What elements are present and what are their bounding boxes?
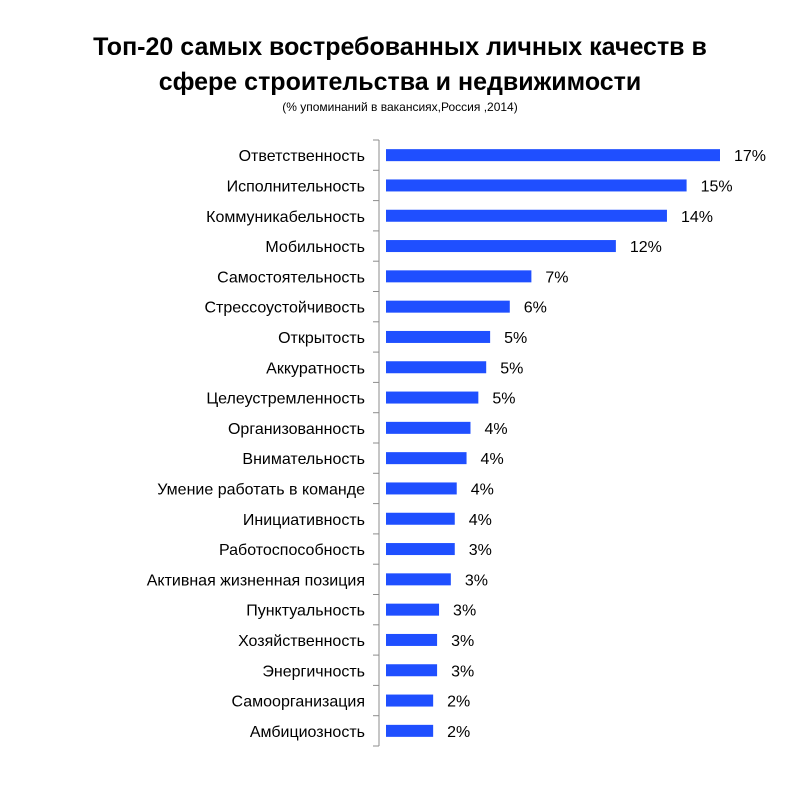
bar (386, 270, 532, 283)
bar (386, 330, 491, 343)
value-label: 5% (504, 330, 527, 347)
bar (386, 361, 487, 374)
bar (386, 573, 451, 586)
category-label: Ответственность (239, 148, 365, 165)
value-label: 7% (545, 269, 568, 286)
category-label: Мобильность (265, 239, 365, 256)
category-label: Умение работать в команде (157, 481, 365, 498)
bar (386, 179, 687, 192)
category-label: Внимательность (242, 451, 365, 468)
category-label: Коммуникабельность (206, 209, 365, 226)
bar (386, 664, 438, 677)
chart-title-line-2: сфере строительства и недвижимости (158, 68, 642, 96)
category-label: Хозяйственность (238, 633, 365, 650)
bar (386, 512, 455, 525)
category-label: Целеустремленность (206, 391, 365, 408)
bar (386, 452, 467, 465)
category-label: Энергичность (262, 663, 365, 680)
bar (386, 543, 455, 556)
chart-subtitle: (% упоминаний в вакансиях,Россия ,2014) (282, 100, 518, 114)
labels-layer: Ответственность 17% Исполнительность 15% Ком… (147, 148, 766, 741)
value-label: 4% (481, 451, 504, 468)
bar (386, 633, 438, 646)
value-label: 4% (471, 481, 494, 498)
value-label: 3% (451, 663, 474, 680)
category-label: Пунктуальность (246, 603, 365, 620)
category-label: Самоорганизация (232, 694, 365, 711)
value-label: 14% (681, 209, 713, 226)
value-label: 5% (492, 391, 515, 408)
bar (386, 603, 440, 616)
bar (386, 149, 720, 162)
value-label: 3% (469, 542, 492, 559)
value-label: 15% (701, 178, 733, 195)
axis-layer (373, 139, 380, 747)
bar (386, 240, 616, 253)
category-label: Активная жизненная позиция (147, 572, 365, 589)
chart-title-line-1: Топ-20 самых востребованных личных качес… (93, 33, 707, 61)
category-label: Самостоятельность (217, 269, 365, 286)
bar (386, 482, 457, 495)
value-label: 3% (465, 572, 488, 589)
bars-layer (386, 149, 720, 737)
bar (386, 300, 510, 313)
bar (386, 209, 667, 222)
bar (386, 421, 471, 434)
category-label: Аккуратность (266, 360, 365, 377)
bar (386, 391, 479, 404)
value-label: 5% (500, 360, 523, 377)
category-label: Организованность (228, 421, 365, 438)
bar (386, 694, 434, 707)
value-label: 3% (453, 603, 476, 620)
chart-title: Топ-20 самых востребованных личных качес… (0, 30, 800, 100)
category-label: Открытость (278, 330, 365, 347)
category-label: Амбициозность (250, 724, 365, 741)
category-label: Работоспособность (219, 542, 365, 559)
category-label: Стрессоустойчивость (204, 300, 365, 317)
value-label: 12% (630, 239, 662, 256)
value-label: 2% (447, 694, 470, 711)
value-label: 2% (447, 724, 470, 741)
value-label: 6% (524, 300, 547, 317)
category-label: Исполнительность (227, 178, 365, 195)
value-label: 17% (734, 148, 766, 165)
value-label: 3% (451, 633, 474, 650)
bar (386, 724, 434, 737)
category-label: Инициативность (243, 512, 365, 529)
value-label: 4% (484, 421, 507, 438)
value-label: 4% (469, 512, 492, 529)
